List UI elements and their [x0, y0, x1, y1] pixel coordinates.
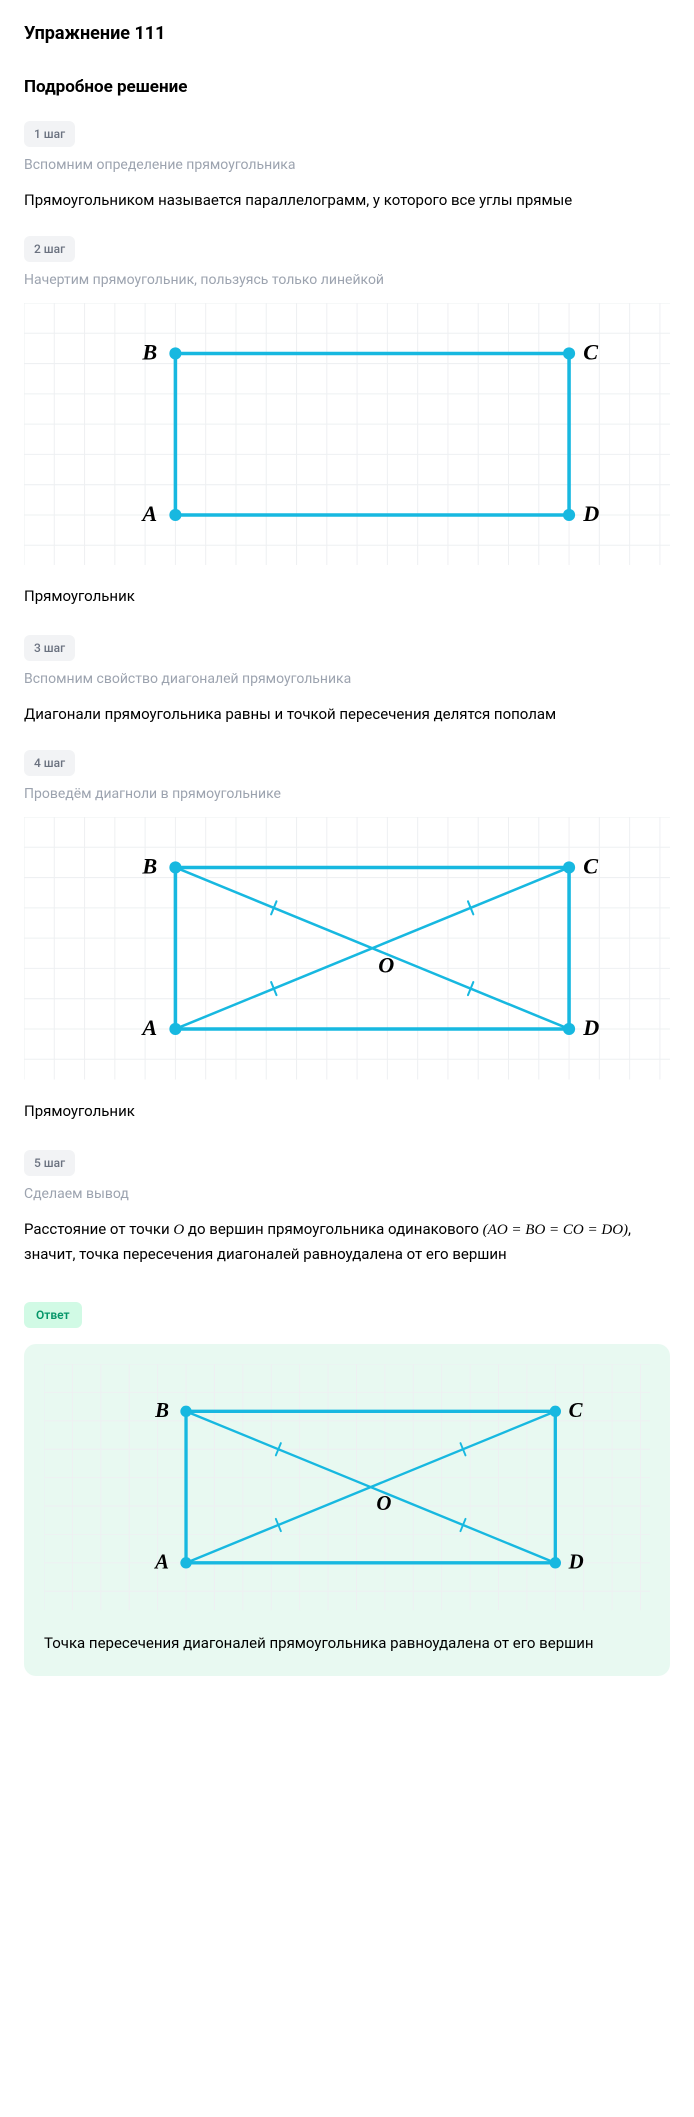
svg-text:B: B [154, 1398, 169, 1422]
solution-subtitle: Подробное решение [24, 75, 670, 101]
svg-text:O: O [376, 1491, 391, 1515]
step-badge: 4 шаг [24, 750, 75, 776]
svg-text:A: A [140, 501, 157, 526]
svg-text:A: A [153, 1550, 169, 1574]
step-hint: Вспомним свойство диагоналей прямоугольн… [24, 669, 670, 690]
answer-badge: Ответ [24, 1302, 82, 1328]
step-badge: 2 шаг [24, 236, 75, 262]
step-badge: 1 шаг [24, 121, 75, 147]
step-text: Диагонали прямоугольника равны и точкой … [24, 702, 670, 726]
math-equation: (AO = BO = CO = DO) [483, 1222, 628, 1238]
step-badge: 5 шаг [24, 1150, 75, 1176]
figure-answer: O B C A D [44, 1364, 650, 1610]
step-hint: Сделаем вывод [24, 1184, 670, 1205]
figure-caption: Прямоугольник [24, 1100, 670, 1123]
svg-text:C: C [583, 854, 598, 879]
svg-text:A: A [140, 1015, 157, 1040]
svg-text:B: B [141, 854, 157, 879]
svg-text:D: D [582, 501, 599, 526]
svg-text:C: C [569, 1398, 584, 1422]
figure-rectangle: B C A D [24, 303, 670, 565]
answer-text: Точка пересечения диагоналей прямоугольн… [44, 1631, 650, 1657]
svg-text:D: D [582, 1015, 599, 1040]
step-hint: Проведём диагноли в прямоугольнике [24, 784, 670, 805]
svg-text:D: D [568, 1550, 584, 1574]
svg-text:O: O [378, 953, 394, 978]
exercise-title: Упражнение 111 [24, 20, 670, 47]
conclusion-text-2: до вершин прямоугольника одинакового [184, 1220, 482, 1238]
step-text: Прямоугольником называется параллелограм… [24, 188, 670, 212]
step-badge: 3 шаг [24, 635, 75, 661]
step-hint: Начертим прямоугольник, пользуясь только… [24, 270, 670, 291]
figure-rectangle-diagonals: O B C A D [24, 817, 670, 1079]
svg-text:C: C [583, 339, 598, 364]
svg-text:B: B [141, 339, 157, 364]
figure-caption: Прямоугольник [24, 585, 670, 608]
step-hint: Вспомним определение прямоугольника [24, 155, 670, 176]
answer-box: O B C A D Точка пересечения диагоналей прямо… [24, 1344, 670, 1676]
math-O: O [173, 1222, 184, 1238]
step-text: Расстояние от точки O до вершин прямоуго… [24, 1217, 670, 1266]
conclusion-text-1: Расстояние от точки [24, 1220, 173, 1238]
